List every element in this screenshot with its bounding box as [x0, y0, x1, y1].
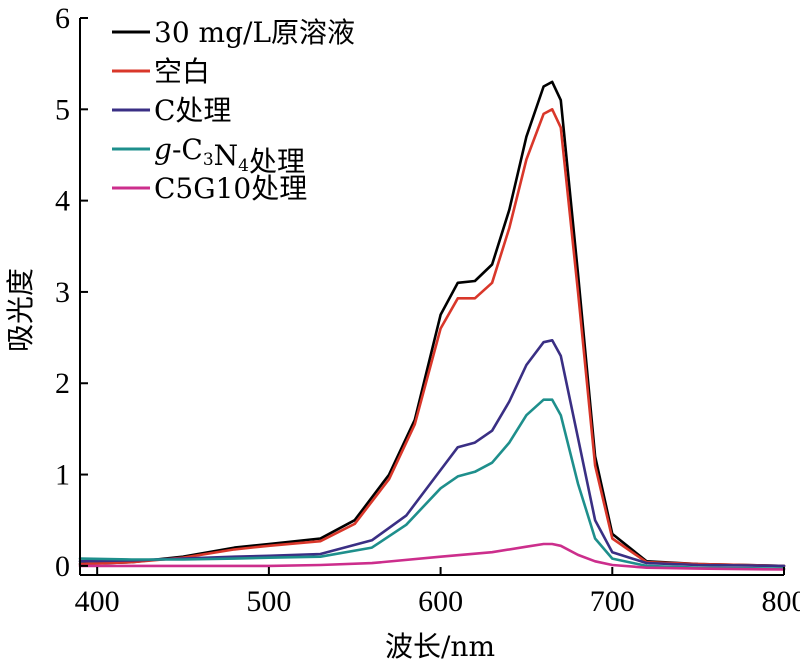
x-axis-title: 波长/nm: [385, 630, 495, 663]
series-line-2: [78, 108, 786, 568]
y-tick-label: 6: [55, 2, 70, 35]
y-tick-label: 2: [55, 367, 70, 400]
x-tick-label: 800: [762, 585, 800, 618]
y-tick-label: 0: [55, 550, 70, 583]
y-tick-label: 1: [55, 459, 70, 492]
x-tick-label: 600: [418, 585, 463, 618]
series-line-4: [78, 398, 786, 570]
axes: 0 1 2 3 4 5 6 400 500 600 700 800: [55, 2, 800, 618]
x-tick-label: 500: [246, 585, 291, 618]
y-tick-label: 4: [55, 185, 70, 218]
x-tick-label: 700: [590, 585, 635, 618]
series-line-1: [78, 80, 786, 568]
y-tick-label: 5: [55, 93, 70, 126]
legend-label: C5G10处理: [154, 172, 307, 205]
legend-label: C处理: [154, 94, 231, 127]
x-tick-label: 400: [75, 585, 120, 618]
legend-label: 30 mg/L原溶液: [154, 16, 355, 49]
series-line-5: [78, 542, 786, 571]
legend-label: g-C3N4处理: [154, 133, 305, 178]
series-line-3: [78, 339, 786, 568]
y-tick-label: 3: [55, 276, 70, 309]
y-axis-title: 吸光度: [4, 268, 37, 352]
legend-label: 空白: [154, 55, 210, 88]
plot-lines: [78, 80, 786, 571]
